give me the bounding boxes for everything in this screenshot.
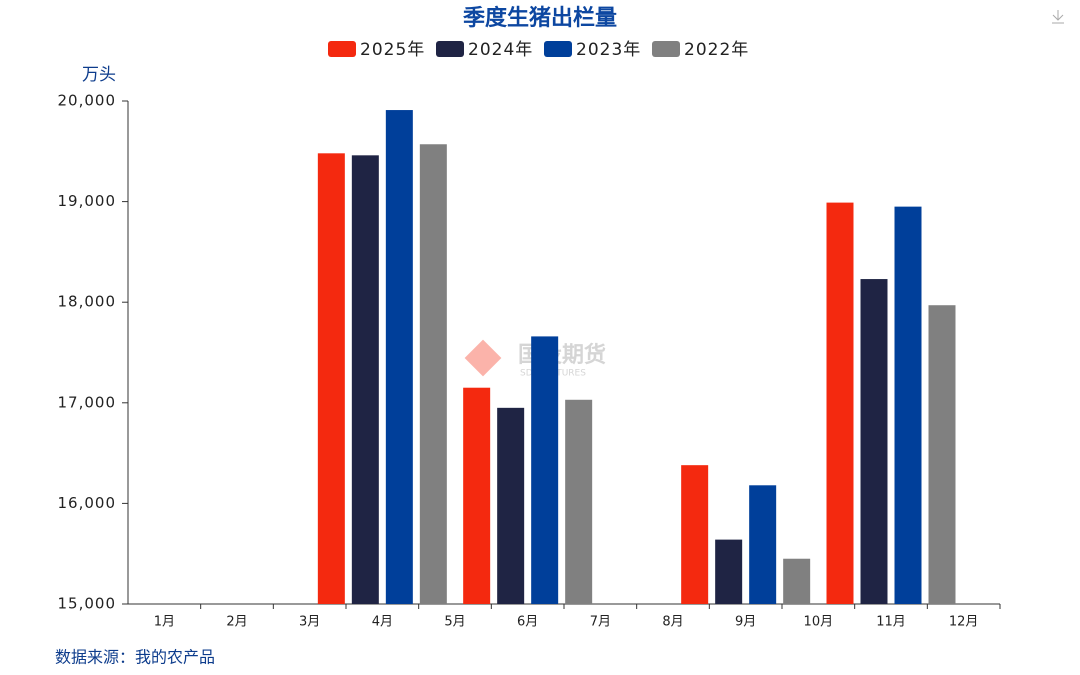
bar: [419, 144, 447, 604]
x-tick-label: 12月: [949, 615, 979, 630]
chart-title: 季度生猪出栏量: [463, 5, 617, 31]
bar: [715, 539, 743, 604]
bar: [860, 279, 888, 604]
x-tick-label: 6月: [517, 615, 538, 630]
x-tick-label: 2月: [226, 615, 247, 630]
y-tick-label: 20,000: [58, 92, 117, 110]
legend-swatch: [328, 41, 356, 57]
bar: [783, 558, 811, 604]
bar: [681, 465, 709, 604]
bar: [826, 202, 854, 604]
download-icon[interactable]: [1052, 10, 1064, 24]
x-tick-label: 5月: [444, 615, 465, 630]
y-tick-label: 18,000: [58, 293, 117, 311]
bar: [317, 153, 345, 604]
x-tick-label: 7月: [590, 615, 611, 630]
legend-swatch: [436, 41, 464, 57]
legend-label: 2025年: [360, 40, 425, 60]
y-tick-label: 19,000: [58, 192, 117, 210]
x-tick-label: 10月: [804, 615, 834, 630]
y-tick-label: 17,000: [58, 393, 117, 411]
legend-swatch: [544, 41, 572, 57]
bar: [894, 206, 922, 604]
x-tick-label: 1月: [154, 615, 175, 630]
bar: [531, 336, 559, 604]
y-tick-label: 16,000: [58, 494, 117, 512]
y-tick-label: 15,000: [58, 595, 117, 613]
y-axis-label: 万头: [82, 65, 116, 85]
x-tick-label: 3月: [299, 615, 320, 630]
x-tick-label: 11月: [876, 615, 906, 630]
legend-label: 2023年: [576, 40, 641, 60]
source: 数据来源：我的农产品: [55, 648, 215, 667]
bar: [385, 110, 413, 604]
bar: [565, 399, 593, 604]
legend-label: 2022年: [684, 40, 749, 60]
legend-label: 2024年: [468, 40, 533, 60]
x-tick-label: 8月: [662, 615, 683, 630]
bar: [749, 485, 777, 604]
x-tick-label: 4月: [372, 615, 393, 630]
legend-swatch: [652, 41, 680, 57]
watermark-logo: [464, 339, 502, 377]
bar: [928, 305, 956, 604]
x-tick-label: 9月: [735, 615, 756, 630]
bar: [351, 155, 379, 604]
bar: [463, 387, 491, 604]
bar: [497, 407, 525, 604]
